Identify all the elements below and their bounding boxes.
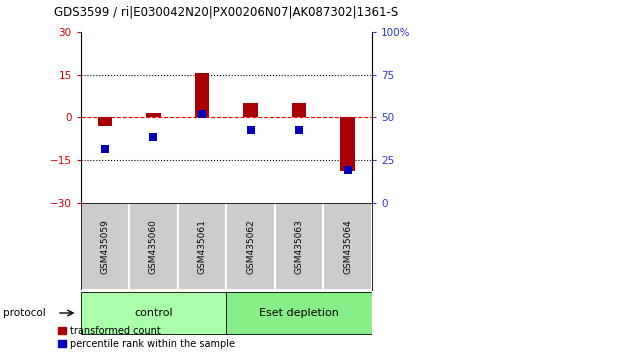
- Text: GSM435064: GSM435064: [343, 219, 352, 274]
- Bar: [97, 117, 112, 126]
- Point: [246, 127, 255, 133]
- Bar: [243, 103, 258, 117]
- Bar: [195, 73, 210, 117]
- Legend: transformed count, percentile rank within the sample: transformed count, percentile rank withi…: [55, 322, 239, 353]
- Bar: [146, 113, 161, 117]
- FancyBboxPatch shape: [129, 203, 178, 290]
- Text: GSM435063: GSM435063: [294, 219, 304, 274]
- Point: [343, 167, 353, 173]
- Text: control: control: [134, 308, 173, 318]
- FancyBboxPatch shape: [324, 203, 372, 290]
- Bar: [292, 103, 306, 117]
- Text: Eset depletion: Eset depletion: [259, 308, 339, 318]
- FancyBboxPatch shape: [81, 203, 129, 290]
- Point: [148, 135, 158, 140]
- Point: [197, 112, 207, 117]
- Bar: [340, 117, 355, 171]
- Text: GSM435061: GSM435061: [198, 219, 206, 274]
- FancyBboxPatch shape: [226, 292, 372, 334]
- FancyBboxPatch shape: [275, 203, 324, 290]
- Text: GSM435059: GSM435059: [100, 219, 109, 274]
- FancyBboxPatch shape: [178, 203, 226, 290]
- Text: GDS3599 / ri|E030042N20|PX00206N07|AK087302|1361-S: GDS3599 / ri|E030042N20|PX00206N07|AK087…: [54, 5, 399, 18]
- FancyBboxPatch shape: [81, 292, 226, 334]
- Point: [294, 127, 304, 133]
- Text: GSM435060: GSM435060: [149, 219, 158, 274]
- Text: protocol: protocol: [3, 308, 46, 318]
- Text: GSM435062: GSM435062: [246, 219, 255, 274]
- Point: [100, 146, 110, 152]
- FancyBboxPatch shape: [226, 203, 275, 290]
